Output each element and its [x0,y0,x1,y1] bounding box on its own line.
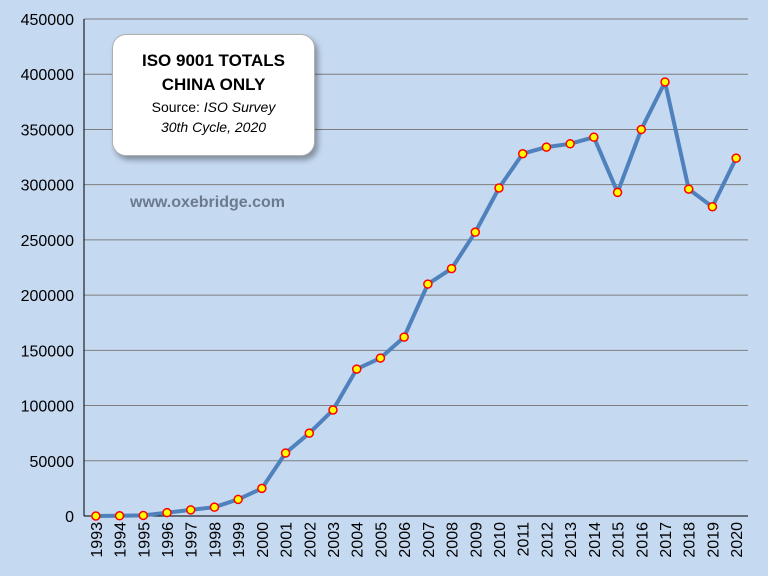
data-point [636,124,647,135]
watermark: www.oxebridge.com [130,194,285,211]
source-name: ISO Survey [203,99,276,115]
x-tick-label: 2002 [302,522,319,558]
x-tick-label: 1996 [160,522,177,558]
y-tick-label: 150000 [21,343,74,360]
x-tick-label: 2018 [682,522,699,558]
series-line [95,80,738,518]
x-tick-label: 2003 [326,522,343,558]
x-tick-label: 2000 [255,522,272,558]
x-tick-label: 2011 [516,522,533,557]
data-point [565,139,575,149]
x-tick-label: 1998 [207,522,224,558]
data-point [470,227,481,237]
x-tick-label: 2008 [445,522,462,558]
data-point [280,448,291,458]
data-point [233,494,243,505]
data-point [660,77,670,87]
y-tick-label: 0 [65,509,74,526]
y-tick-label: 50000 [30,454,75,471]
x-tick-label: 2007 [421,522,438,558]
data-point [91,511,101,521]
y-axis-tick-labels: 0 50000 100000 150000 200000 250000 300000 3500… [21,12,74,526]
chart-title-box: ISO 9001 TOTALS CHINA ONLY Source: ISO S… [112,34,315,156]
data-point [494,183,504,193]
x-tick-label: 2004 [350,522,367,558]
data-point [589,132,599,142]
y-tick-label: 250000 [21,233,74,250]
data-point [209,502,220,512]
source-cycle: 30th Cycle, 2020 [160,119,267,135]
data-point [541,142,552,152]
x-tick-label: 2010 [492,522,509,558]
x-tick-label: 2012 [539,522,556,558]
data-point [731,153,741,163]
data-point [707,202,718,212]
x-tick-label: 2006 [397,522,414,558]
y-tick-label: 200000 [21,288,74,305]
x-tick-label: 1994 [113,522,130,558]
data-point [399,332,409,342]
data-point [683,184,694,194]
chart-title-line-2: CHINA ONLY [161,75,266,94]
data-point [114,511,125,521]
x-tick-label: 1995 [136,522,153,558]
y-tick-label: 300000 [21,178,74,195]
data-point [162,507,172,518]
data-point [304,428,315,438]
y-tick-label: 100000 [21,399,74,416]
data-point [185,505,196,515]
x-tick-label: 2017 [658,522,675,558]
x-tick-label: 1993 [89,522,106,558]
x-tick-label: 2014 [587,522,604,558]
x-tick-label: 2005 [373,522,390,558]
data-point [351,364,362,374]
data-points [91,77,741,521]
chart-title-line-1: ISO 9001 TOTALS [142,51,285,70]
data-point [517,148,528,159]
data-point [612,187,623,198]
data-point [328,405,338,415]
y-tick-label: 450000 [21,12,74,29]
y-tick-label: 350000 [21,122,74,139]
data-point [375,353,386,363]
source-line: Source: ISO Survey [113,97,314,117]
x-tick-label: 1997 [184,522,201,558]
x-tick-label: 2009 [468,522,485,558]
data-point [138,510,149,521]
x-tick-label: 2020 [729,522,746,558]
data-point [257,483,267,494]
x-tick-label: 2019 [705,522,722,558]
data-point [423,279,433,289]
x-tick-label: 2015 [611,522,628,558]
x-tick-label: 2001 [279,522,296,558]
data-point [446,263,457,274]
x-tick-label: 2013 [563,522,580,558]
x-tick-label: 2016 [634,522,651,558]
source-prefix: Source: [151,99,204,115]
y-tick-label: 400000 [21,67,74,84]
x-tick-label: 1999 [231,522,248,558]
x-axis-tick-labels: 1993 1994 1995 1996 1997 1998 1999 2000 2001 2002… [89,522,746,558]
